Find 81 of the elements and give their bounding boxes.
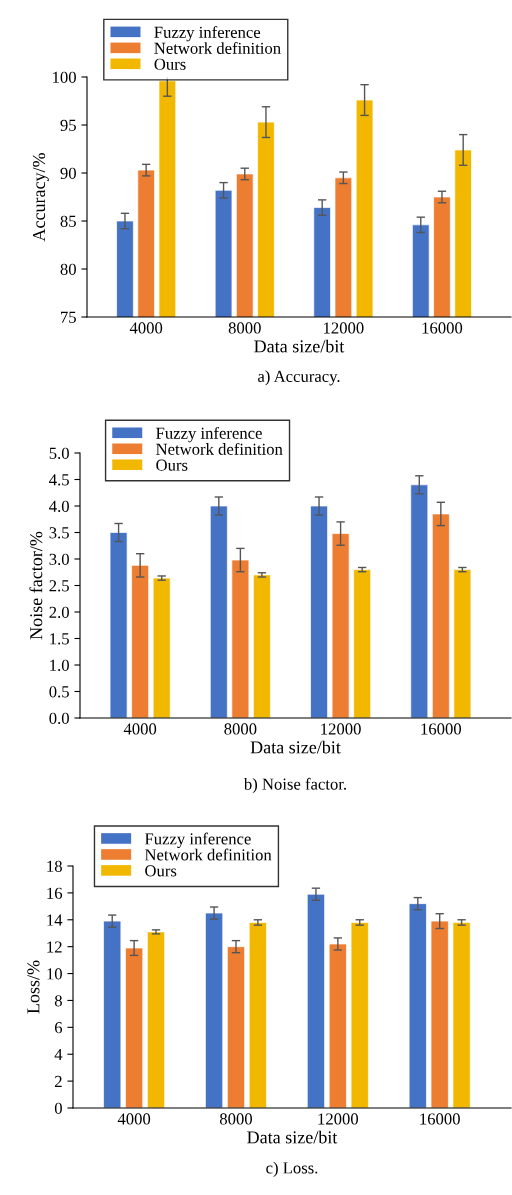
x-tick-label: 16000 — [421, 723, 462, 735]
bar — [226, 946, 245, 1108]
bar — [306, 893, 325, 1108]
y-axis-title: Accuracy/% — [32, 153, 49, 242]
bar — [231, 559, 250, 718]
legend-label: Network definition — [144, 848, 272, 861]
legend-label: Ours — [145, 865, 177, 877]
text: c) Loss. — [266, 1161, 318, 1177]
legend-label: Network definition — [154, 41, 281, 54]
y-tick-label: 12 — [47, 941, 62, 953]
bar — [328, 943, 347, 1108]
bar — [109, 532, 128, 718]
y-tick-label: 10 — [47, 968, 62, 980]
legend-label: Fuzzy inference — [144, 832, 251, 848]
y-tick-label: 75 — [61, 311, 76, 323]
y-tick-label: 1.0 — [50, 659, 69, 672]
y-tick-label: 5.0 — [49, 447, 69, 460]
x-tick-label: 16000 — [422, 322, 463, 334]
x-tick-label: 4000 — [123, 723, 157, 735]
y-tick-label: 14 — [47, 914, 63, 926]
legend-label: Fuzzy inference — [154, 26, 261, 42]
bar — [209, 505, 228, 718]
bar — [152, 577, 171, 718]
y-tick-label: 100 — [53, 71, 76, 83]
bar — [147, 931, 166, 1108]
bar — [205, 912, 224, 1108]
y-tick-label: 4.5 — [49, 474, 69, 486]
legend-label: Fuzzy inference — [156, 426, 262, 443]
y-tick-label: 0.5 — [49, 686, 69, 698]
bar — [430, 920, 449, 1108]
y-tick-label: 80 — [60, 263, 76, 275]
bar — [331, 533, 350, 718]
legend-label: Ours — [154, 58, 186, 70]
bar — [353, 569, 372, 718]
x-tick-label: 8000 — [228, 322, 261, 334]
y-tick-label: 18 — [47, 860, 62, 872]
bar — [125, 947, 144, 1108]
bar — [408, 903, 427, 1108]
y-tick-label: 85 — [60, 215, 76, 227]
y-tick-label: 95 — [60, 119, 76, 131]
bar — [453, 569, 472, 718]
y-tick-label: 3.0 — [49, 553, 69, 566]
y-tick-label: 8 — [54, 995, 62, 1007]
bar — [431, 513, 450, 718]
x-tick-label: 12000 — [321, 723, 361, 735]
x-tick-label: 4000 — [129, 322, 163, 334]
y-tick-label: 90 — [60, 167, 76, 179]
y-tick-label: 2 — [54, 1075, 62, 1087]
bar — [452, 922, 471, 1108]
x-axis-title: Data size/bit — [254, 339, 345, 353]
x-tick-label: 12000 — [318, 1113, 359, 1125]
y-tick-label: 3.5 — [49, 527, 69, 539]
x-tick-label: 4000 — [117, 1113, 151, 1125]
legend-label: Network definition — [156, 442, 283, 455]
y-tick-label: 0 — [54, 1102, 62, 1114]
y-tick-label: 0.0 — [49, 712, 69, 725]
bar — [350, 922, 369, 1108]
text: b) Noise factor. — [243, 777, 346, 794]
y-tick-label: 6 — [54, 1022, 63, 1034]
y-tick-label: 2.0 — [49, 606, 69, 619]
y-tick-label: 4.0 — [49, 500, 69, 513]
bar — [131, 565, 150, 718]
x-axis-title: Data size/bit — [250, 740, 341, 754]
bar — [103, 920, 122, 1108]
bar — [310, 505, 328, 718]
x-tick-label: 16000 — [420, 1113, 460, 1125]
legend-label: Ours — [156, 459, 188, 471]
bar — [253, 574, 271, 718]
y-tick-label: 1.5 — [50, 633, 69, 645]
y-tick-label: 4 — [54, 1049, 63, 1060]
text: a) Accuracy. — [258, 370, 340, 386]
bar — [248, 922, 267, 1108]
x-tick-label: 8000 — [224, 723, 257, 735]
y-axis-title: Loss/% — [27, 960, 40, 1014]
x-axis-title: Data size/bit — [247, 1130, 338, 1144]
x-tick-label: 12000 — [324, 322, 364, 334]
y-tick-label: 16 — [47, 887, 63, 899]
x-tick-label: 8000 — [219, 1113, 253, 1125]
bar — [410, 484, 429, 718]
y-tick-label: 2.5 — [49, 580, 69, 592]
y-axis-title: Noise factor/% — [29, 531, 43, 640]
